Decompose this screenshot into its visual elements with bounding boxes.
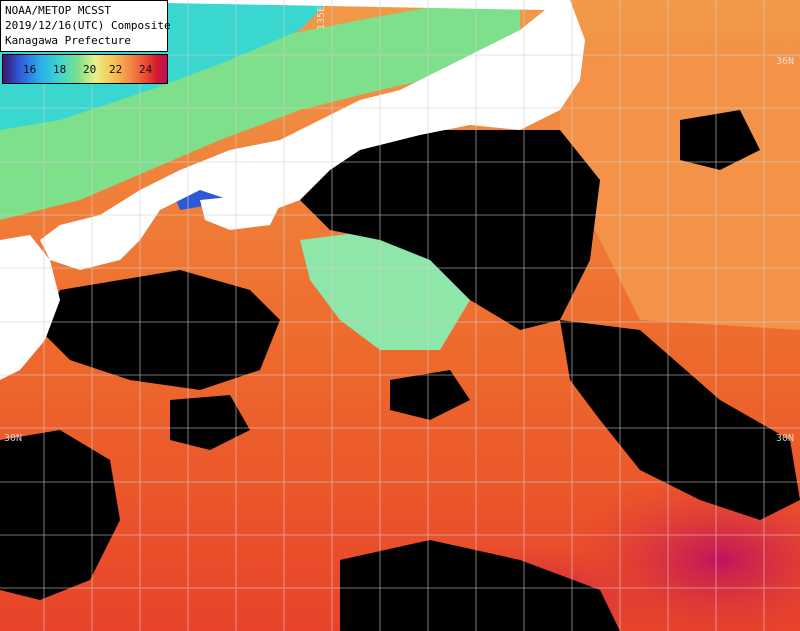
cloud-bottom (340, 540, 620, 631)
legend-tick-18: 18 (53, 63, 67, 76)
cloud-scatter-3 (680, 110, 760, 170)
cloud-west (40, 270, 280, 390)
legend-tick-24: 24 (139, 63, 153, 76)
label-30n-left: 30N (4, 433, 23, 444)
cloud-central (300, 130, 600, 330)
label-36n-right: 36N (776, 56, 795, 67)
cloud-southwest (0, 430, 120, 600)
cloud-scatter-2 (170, 395, 250, 450)
land-honshu (0, 0, 585, 270)
legend-tick-16: 16 (23, 63, 37, 76)
cloud-scatter-1 (390, 370, 470, 420)
land-izu (540, 35, 575, 80)
cool-plume-south (300, 230, 470, 350)
caption-line-region: Kanagawa Prefecture (5, 34, 131, 47)
legend-tick-20: 20 (83, 63, 97, 76)
label-30n-right: 30N (776, 433, 795, 444)
land-kyushu (0, 235, 60, 380)
legend-tick-22: 22 (109, 63, 123, 76)
caption-line-source: NOAA/METOP MCSST (5, 4, 111, 17)
temperature-legend: 16 18 20 22 24 (2, 54, 168, 84)
land-shikoku (200, 195, 280, 230)
caption-line-date: 2019/12/16(UTC) Composite (5, 19, 171, 32)
map-caption: NOAA/METOP MCSST 2019/12/16(UTC) Composi… (0, 0, 171, 52)
label-135e: 135E (316, 5, 327, 30)
